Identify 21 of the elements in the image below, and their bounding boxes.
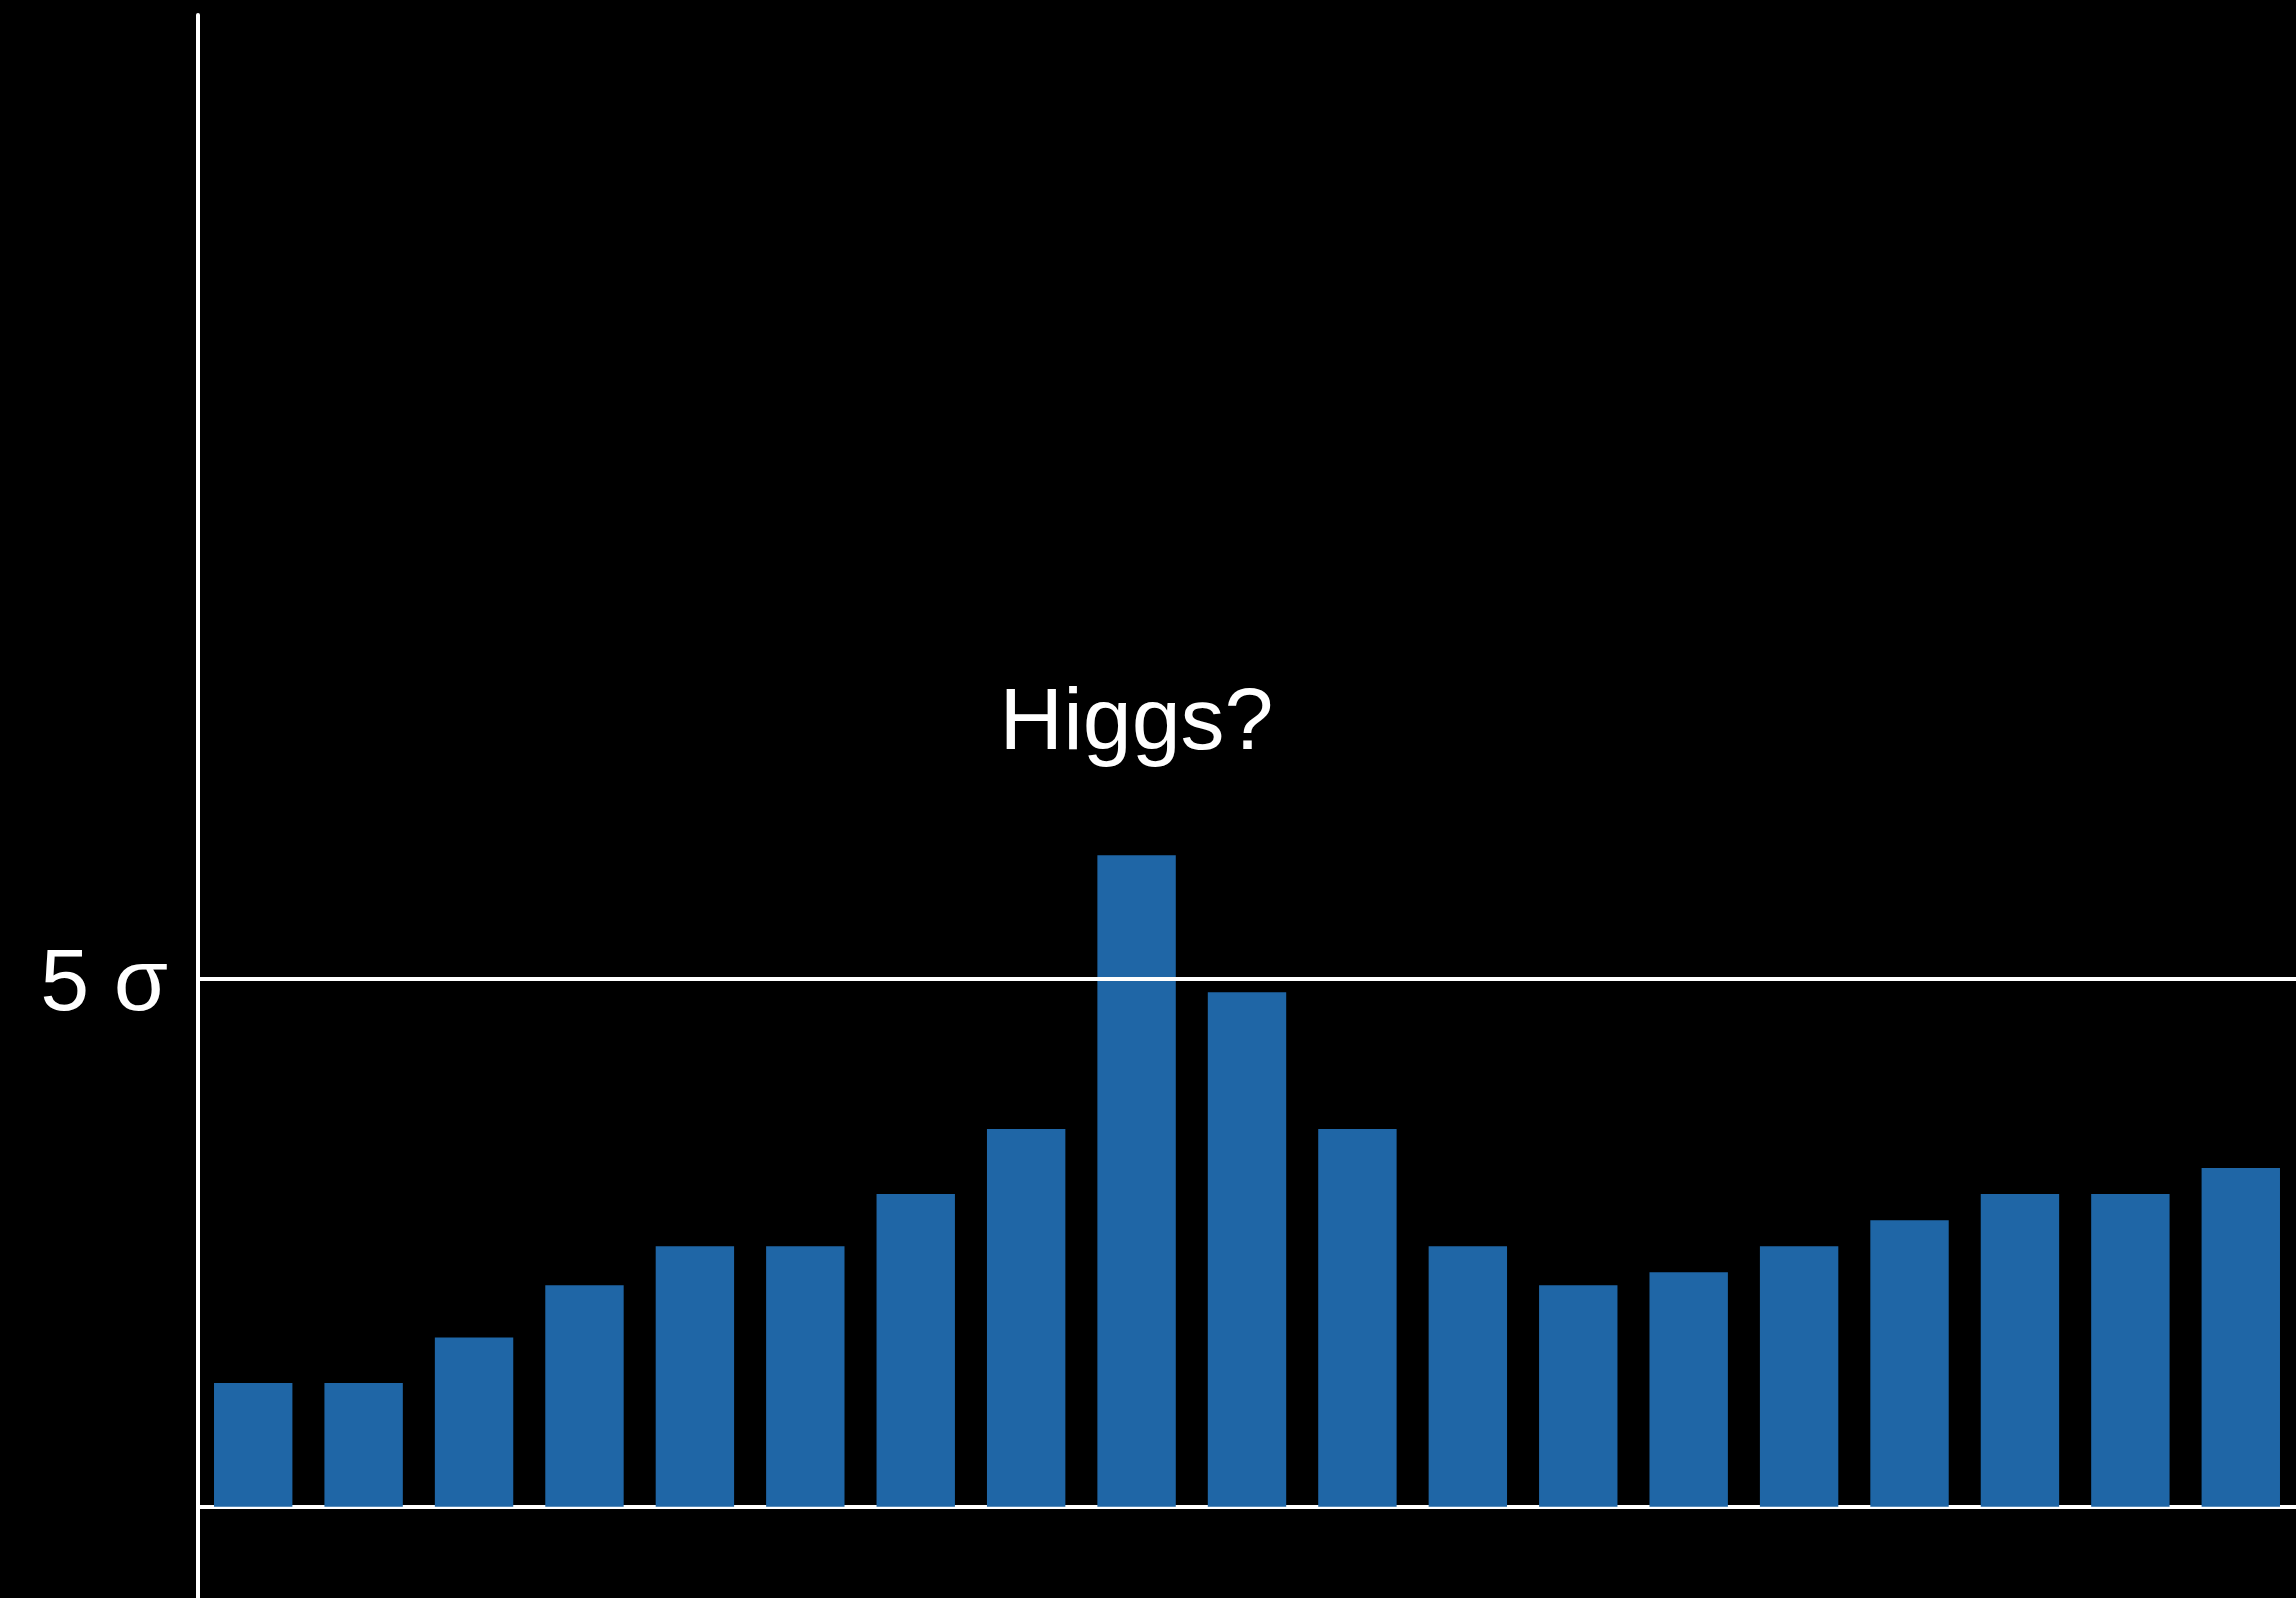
bar bbox=[214, 1383, 293, 1507]
bar bbox=[1097, 855, 1176, 1507]
bar bbox=[1759, 1246, 1839, 1507]
bar bbox=[545, 1285, 624, 1507]
bar bbox=[2201, 1168, 2280, 1507]
bar bbox=[1207, 992, 1287, 1507]
ref-line-label: 5 σ bbox=[40, 929, 168, 1029]
bar bbox=[434, 1337, 514, 1507]
bar bbox=[1870, 1220, 1949, 1507]
bar bbox=[1318, 1128, 1397, 1507]
bar bbox=[1428, 1246, 1508, 1507]
bar bbox=[1539, 1285, 1618, 1507]
bar bbox=[324, 1383, 403, 1507]
bar bbox=[1649, 1272, 1728, 1507]
bar bbox=[655, 1246, 735, 1507]
bar bbox=[2091, 1194, 2170, 1507]
bar bbox=[1980, 1194, 2060, 1507]
bar bbox=[766, 1246, 845, 1507]
bar bbox=[876, 1194, 955, 1507]
bar bbox=[986, 1128, 1066, 1507]
text: Higgs? bbox=[999, 669, 1274, 769]
